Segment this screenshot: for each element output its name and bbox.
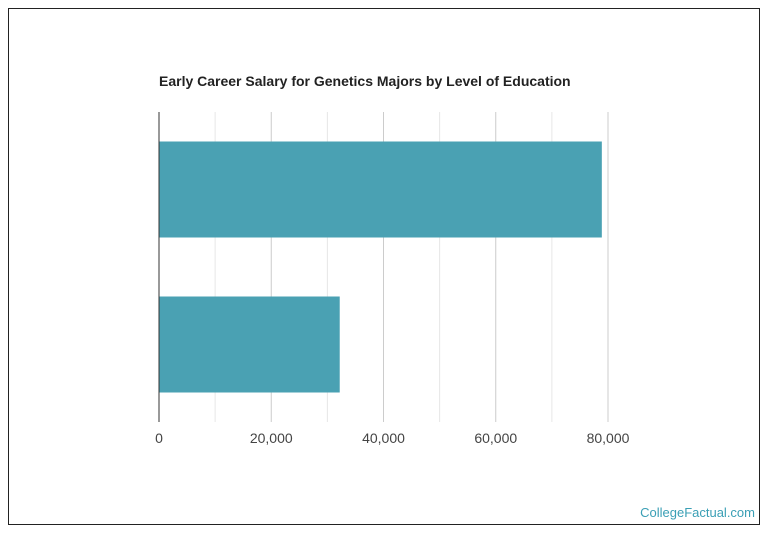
- bar-1: [159, 141, 602, 238]
- chart-title: Early Career Salary for Genetics Majors …: [159, 73, 571, 89]
- x-tick-label: 60,000: [474, 430, 517, 446]
- x-axis-ticks: 0 20,000 40,000 60,000 80,000: [155, 430, 630, 446]
- x-tick-label: 20,000: [250, 430, 293, 446]
- brand-link[interactable]: CollegeFactual.com: [640, 505, 755, 520]
- bar-2: [159, 296, 340, 393]
- x-tick-label: 0: [155, 430, 163, 446]
- bars: [159, 141, 602, 393]
- x-tick-label: 80,000: [587, 430, 630, 446]
- x-tick-label: 40,000: [362, 430, 405, 446]
